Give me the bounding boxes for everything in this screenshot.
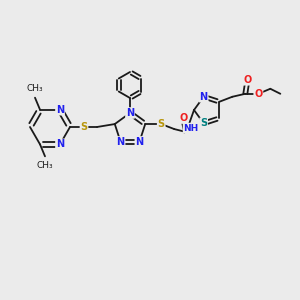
- Text: NH: NH: [184, 124, 199, 133]
- Text: O: O: [254, 89, 262, 99]
- Text: CH₃: CH₃: [27, 84, 43, 93]
- Text: N: N: [116, 137, 125, 147]
- Text: S: S: [158, 119, 165, 129]
- Text: N: N: [135, 137, 143, 147]
- Text: N: N: [56, 139, 64, 149]
- Text: N: N: [56, 105, 64, 115]
- Text: N: N: [200, 92, 208, 102]
- Text: O: O: [179, 113, 187, 123]
- Text: S: S: [80, 122, 88, 132]
- Text: N: N: [126, 108, 134, 118]
- Text: S: S: [200, 118, 207, 128]
- Text: O: O: [243, 75, 251, 85]
- Text: CH₃: CH₃: [37, 161, 53, 170]
